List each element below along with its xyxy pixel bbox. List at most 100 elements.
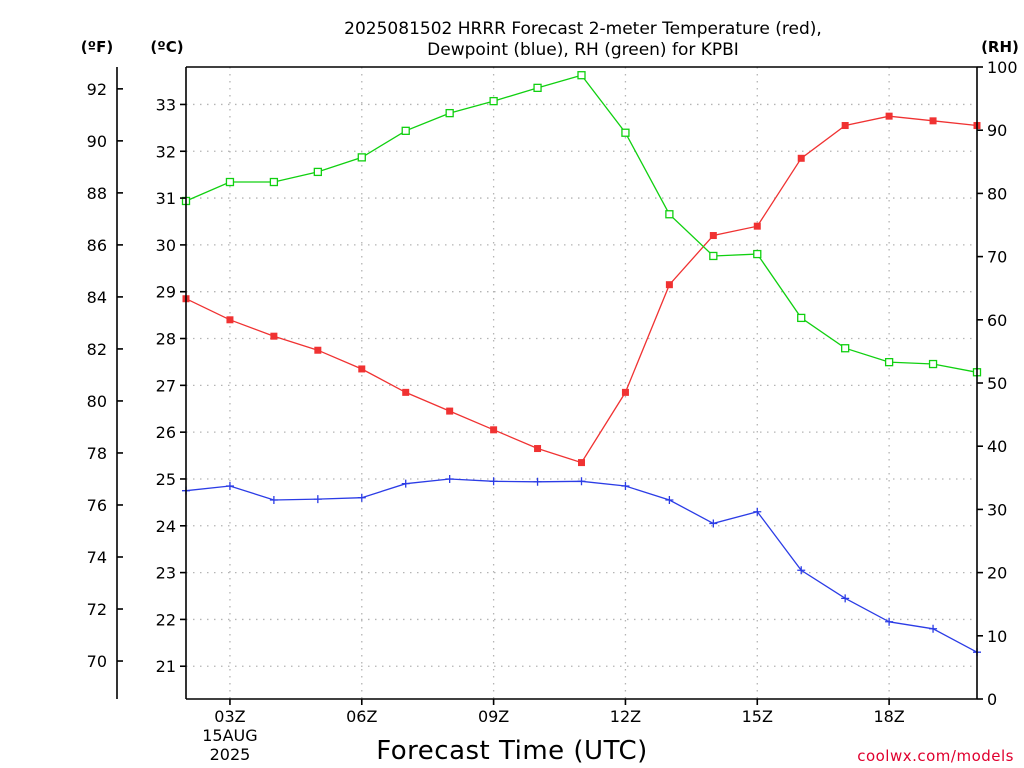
rh-line — [185, 74, 978, 373]
fahrenheit-unit-label: (ºF) — [81, 38, 113, 56]
fahrenheit-tick-label: 72 — [87, 600, 107, 619]
rh-tick-label: 100 — [987, 58, 1018, 77]
celsius-tick-label: 33 — [156, 95, 176, 114]
fahrenheit-tick-label: 88 — [87, 184, 107, 203]
rh-point — [797, 313, 806, 323]
temperature-line — [185, 115, 978, 464]
dewpoint-point — [225, 481, 234, 490]
dewpoint-point — [269, 496, 278, 505]
fahrenheit-tick-label: 80 — [87, 392, 107, 411]
fahrenheit-tick-label: 86 — [87, 236, 107, 255]
dewpoint-point — [401, 479, 410, 488]
temperature-point — [534, 445, 542, 453]
rh-tick-label: 60 — [987, 311, 1007, 330]
time-tick-label: 09Z — [478, 707, 509, 726]
fahrenheit-tick-label: 76 — [87, 496, 107, 515]
temperature-point — [270, 332, 278, 340]
dewpoint-point — [665, 496, 674, 505]
temperature-point — [446, 407, 454, 415]
dewpoint-point — [489, 477, 498, 486]
axes — [116, 66, 983, 705]
rh-unit-label: (RH) — [981, 38, 1019, 56]
rh-point — [445, 108, 454, 118]
fahrenheit-tick-label: 74 — [87, 548, 107, 567]
dewpoint-point — [709, 519, 718, 528]
chart-title: 2025081502 HRRR Forecast 2-meter Tempera… — [344, 19, 822, 39]
temperature-point — [578, 459, 585, 467]
fahrenheit-tick-label: 78 — [87, 444, 107, 463]
dewpoint-point — [313, 495, 322, 504]
temperature-point — [314, 346, 322, 354]
temperature-point — [841, 122, 849, 130]
time-tick-date-label: 15AUG — [202, 726, 257, 745]
temperature-point — [358, 365, 366, 373]
celsius-tick-label: 26 — [156, 423, 176, 442]
rh-tick-label: 10 — [987, 627, 1007, 646]
celsius-tick-label: 32 — [156, 142, 176, 161]
rh-tick-label: 40 — [987, 437, 1007, 456]
temperature-point — [709, 232, 717, 240]
rh-point — [269, 177, 279, 187]
celsius-tick-label: 28 — [156, 330, 176, 349]
rh-tick-label: 50 — [987, 374, 1007, 393]
temperature-point — [226, 316, 234, 324]
rh-point — [357, 153, 366, 162]
celsius-tick-label: 27 — [156, 376, 176, 395]
rh-point — [841, 344, 850, 353]
dewpoint-point — [357, 493, 366, 502]
celsius-tick-label: 31 — [156, 189, 176, 208]
fahrenheit-tick-label: 90 — [87, 132, 107, 151]
series-lines — [181, 71, 982, 657]
dewpoint-point — [533, 477, 542, 486]
celsius-tick-label: 22 — [156, 610, 176, 629]
dewpoint-point — [841, 594, 850, 603]
chart-subtitle: Dewpoint (blue), RH (green) for KPBI — [427, 40, 739, 60]
rh-point — [577, 71, 586, 80]
dewpoint-point — [445, 474, 454, 483]
rh-tick-label: 30 — [987, 500, 1007, 519]
temperature-point — [402, 388, 410, 396]
rh-tick-label: 70 — [987, 248, 1007, 267]
rh-point — [313, 167, 322, 177]
temperature-point — [621, 388, 629, 396]
temperature-point — [885, 112, 893, 120]
rh-tick-label: 80 — [987, 184, 1007, 203]
celsius-tick-label: 29 — [156, 283, 176, 302]
rh-tick-label: 0 — [987, 690, 997, 709]
dewpoint-point — [797, 566, 806, 575]
fahrenheit-tick-label: 84 — [87, 288, 107, 307]
temperature-point — [753, 222, 761, 230]
time-tick-year-label: 2025 — [210, 745, 251, 764]
credit-text: coolwx.com/models — [857, 747, 1014, 765]
tick-labels: 21 22 23 24 25 26 27 28 29 30 31 32 33 70 72 74 76 78 80 82… — [87, 58, 1018, 764]
temperature-point — [797, 154, 805, 162]
time-tick-label: 06Z — [346, 707, 377, 726]
time-tick-label: 15Z — [742, 707, 773, 726]
fahrenheit-tick-label: 70 — [87, 652, 107, 671]
dewpoint-point — [885, 617, 894, 626]
rh-point — [665, 210, 674, 219]
celsius-tick-label: 21 — [156, 657, 176, 676]
time-tick-label: 12Z — [610, 707, 641, 726]
rh-point — [621, 128, 630, 137]
celsius-tick-label: 24 — [156, 517, 176, 536]
rh-tick-label: 90 — [987, 121, 1007, 140]
dewpoint-point — [621, 481, 630, 490]
rh-point — [533, 83, 542, 93]
temperature-point — [929, 117, 937, 125]
rh-point — [753, 249, 762, 259]
celsius-unit-label: (ºC) — [150, 38, 183, 56]
fahrenheit-tick-label: 82 — [87, 340, 107, 359]
dewpoint-point — [929, 624, 938, 633]
fahrenheit-tick-label: 92 — [87, 80, 107, 99]
rh-point — [489, 96, 498, 106]
grid-lines — [186, 67, 977, 699]
celsius-tick-label: 30 — [156, 236, 176, 255]
rh-point — [709, 251, 718, 261]
dewpoint-point — [753, 507, 762, 516]
rh-point — [225, 177, 235, 187]
x-axis-label: Forecast Time (UTC) — [376, 736, 648, 766]
temperature-point — [490, 426, 498, 434]
dewpoint-line — [185, 478, 978, 653]
